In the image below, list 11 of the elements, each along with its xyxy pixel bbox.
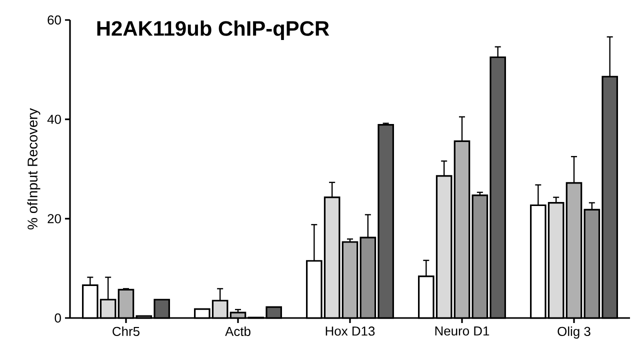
x-tick-label: Hox D13 [326,326,375,336]
x-tick-label: Neuro D1 [435,326,490,336]
x-tick-label: Chr5 [112,326,140,336]
y-tick-label: 60 [48,15,61,25]
x-tick-label: Actb [225,326,250,336]
y-tick-label: 40 [47,114,61,124]
y-axis-title: % ofInput Recovery [27,108,40,230]
y-tick-label: 0 [54,313,61,323]
y-tick-label: 20 [48,214,61,224]
chart-title: H2AK119ub ChIP-qPCR [97,20,330,40]
x-tick-label: Olig 3 [558,326,590,339]
